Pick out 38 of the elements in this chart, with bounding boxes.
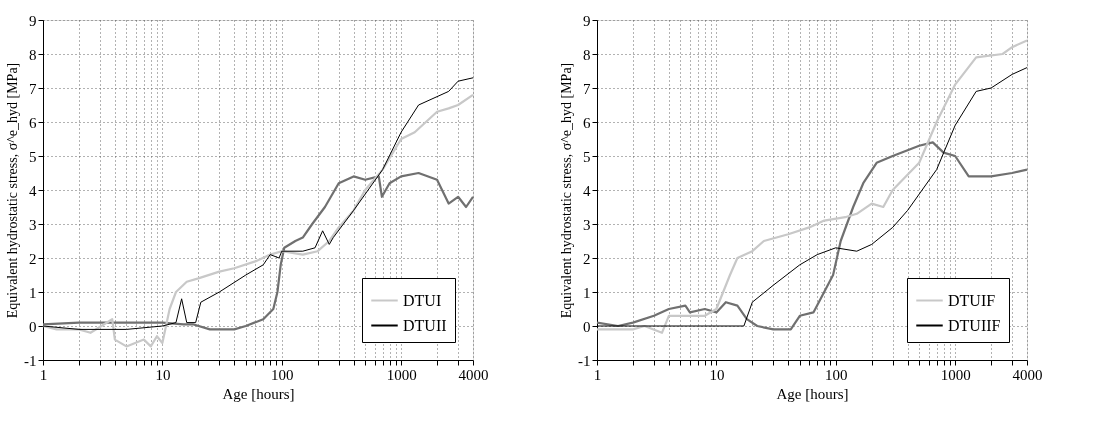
x-axis-title: Age [hours]	[776, 385, 849, 402]
y-tick-label: 2	[583, 250, 591, 267]
y-tick-label: 7	[583, 80, 591, 97]
y-tick-label: 1	[29, 284, 37, 301]
y-tick-label: 8	[583, 46, 591, 63]
y-tick-label: 3	[583, 216, 591, 233]
x-tick-label: 1000	[386, 366, 417, 383]
x-tick-label: 100	[271, 366, 294, 383]
x-tick-label: 4000	[1012, 366, 1043, 383]
y-tick-label: 9	[583, 12, 591, 29]
y-tick-label: 6	[29, 114, 37, 131]
y-tick-label: 3	[29, 216, 37, 233]
legend-label: DTUIF	[948, 291, 996, 309]
x-tick-label: 4000	[458, 366, 489, 383]
y-tick-label: 5	[583, 148, 591, 165]
y-tick-label: -1	[24, 352, 37, 369]
y-tick-label: 0	[583, 318, 591, 335]
x-tick-label: 10	[709, 366, 725, 383]
x-tick-label: 1000	[940, 366, 971, 383]
y-tick-label: -1	[578, 352, 591, 369]
y-tick-label: 6	[583, 114, 591, 131]
y-tick-label: 5	[29, 148, 37, 165]
legend-label: DTUIIF	[948, 316, 1001, 334]
y-tick-label: 7	[29, 80, 37, 97]
y-tick-label: 4	[29, 182, 37, 199]
x-tick-label: 10	[155, 366, 171, 383]
legend-label: DTUI	[403, 291, 442, 309]
x-axis-title: Age [hours]	[222, 385, 295, 402]
y-tick-label: 1	[583, 284, 591, 301]
x-tick-label: 100	[825, 366, 848, 383]
y-tick-label: 8	[29, 46, 37, 63]
y-tick-label: 9	[29, 12, 37, 29]
y-axis-title: Equivalent hydrostatic stress, σ^e_hyd [MPa]	[5, 62, 20, 319]
legend-label: DTUII	[403, 316, 447, 334]
y-tick-label: 4	[583, 182, 591, 199]
y-tick-label: 0	[29, 318, 37, 335]
y-tick-label: 2	[29, 250, 37, 267]
y-axis-title: Equivalent hydrostatic stress, σ^e_hyd [MPa]	[559, 62, 574, 319]
